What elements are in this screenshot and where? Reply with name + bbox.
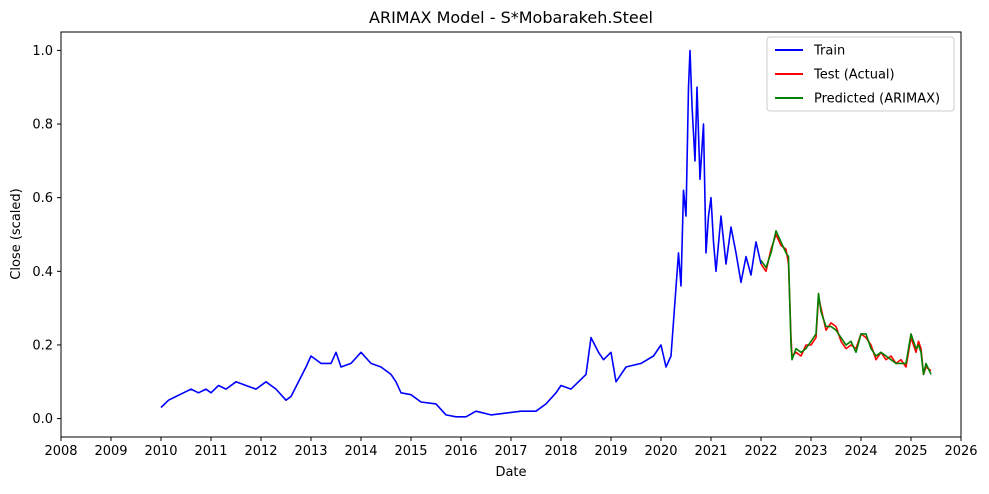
chart-title: ARIMAX Model - S*Mobarakeh.Steel <box>369 8 653 27</box>
x-tick-label: 2014 <box>344 444 377 459</box>
x-tick-label: 2026 <box>944 444 977 459</box>
y-axis-label: Close (scaled) <box>9 188 24 279</box>
x-tick-label: 2010 <box>144 444 177 459</box>
series-line-3 <box>760 230 932 376</box>
series-line-1 <box>160 49 762 418</box>
x-axis: 2008 2009 2010 2011 2012 2013 2014 2015 2016 2017… <box>44 437 978 459</box>
legend: Train Test (Actual) Predicted (ARIMAX) <box>766 36 955 112</box>
x-tick-label: 2009 <box>94 444 127 459</box>
x-tick-label: 2024 <box>844 444 877 459</box>
y-axis: 0.0 0.2 0.4 0.6 0.8 1.0 <box>32 44 61 427</box>
x-tick-label: 2022 <box>744 444 777 459</box>
x-tick-label: 2023 <box>794 444 827 459</box>
y-tick-label: 0.0 <box>32 412 53 427</box>
legend-label-3: Predicted (ARIMAX) <box>814 92 940 107</box>
x-tick-label: 2021 <box>694 444 727 459</box>
x-tick-label: 2008 <box>44 444 77 459</box>
y-tick-label: 0.2 <box>32 338 53 353</box>
x-tick-label: 2011 <box>194 444 227 459</box>
plot-series-group <box>160 49 932 418</box>
x-tick-label: 2012 <box>244 444 277 459</box>
y-tick-label: 0.6 <box>32 191 53 206</box>
legend-label-2: Test (Actual) <box>813 68 895 83</box>
legend-label-1: Train <box>813 44 845 59</box>
legend-box <box>766 36 955 112</box>
x-tick-label: 2013 <box>294 444 327 459</box>
x-tick-label: 2025 <box>894 444 927 459</box>
x-tick-label: 2020 <box>644 444 677 459</box>
y-tick-label: 1.0 <box>32 44 53 59</box>
x-tick-label: 2018 <box>544 444 577 459</box>
x-axis-label: Date <box>495 465 526 480</box>
x-tick-label: 2017 <box>494 444 527 459</box>
x-tick-label: 2019 <box>594 444 627 459</box>
x-tick-label: 2016 <box>444 444 477 459</box>
y-tick-label: 0.8 <box>32 118 53 133</box>
x-tick-label: 2015 <box>394 444 427 459</box>
y-tick-label: 0.4 <box>32 265 53 280</box>
